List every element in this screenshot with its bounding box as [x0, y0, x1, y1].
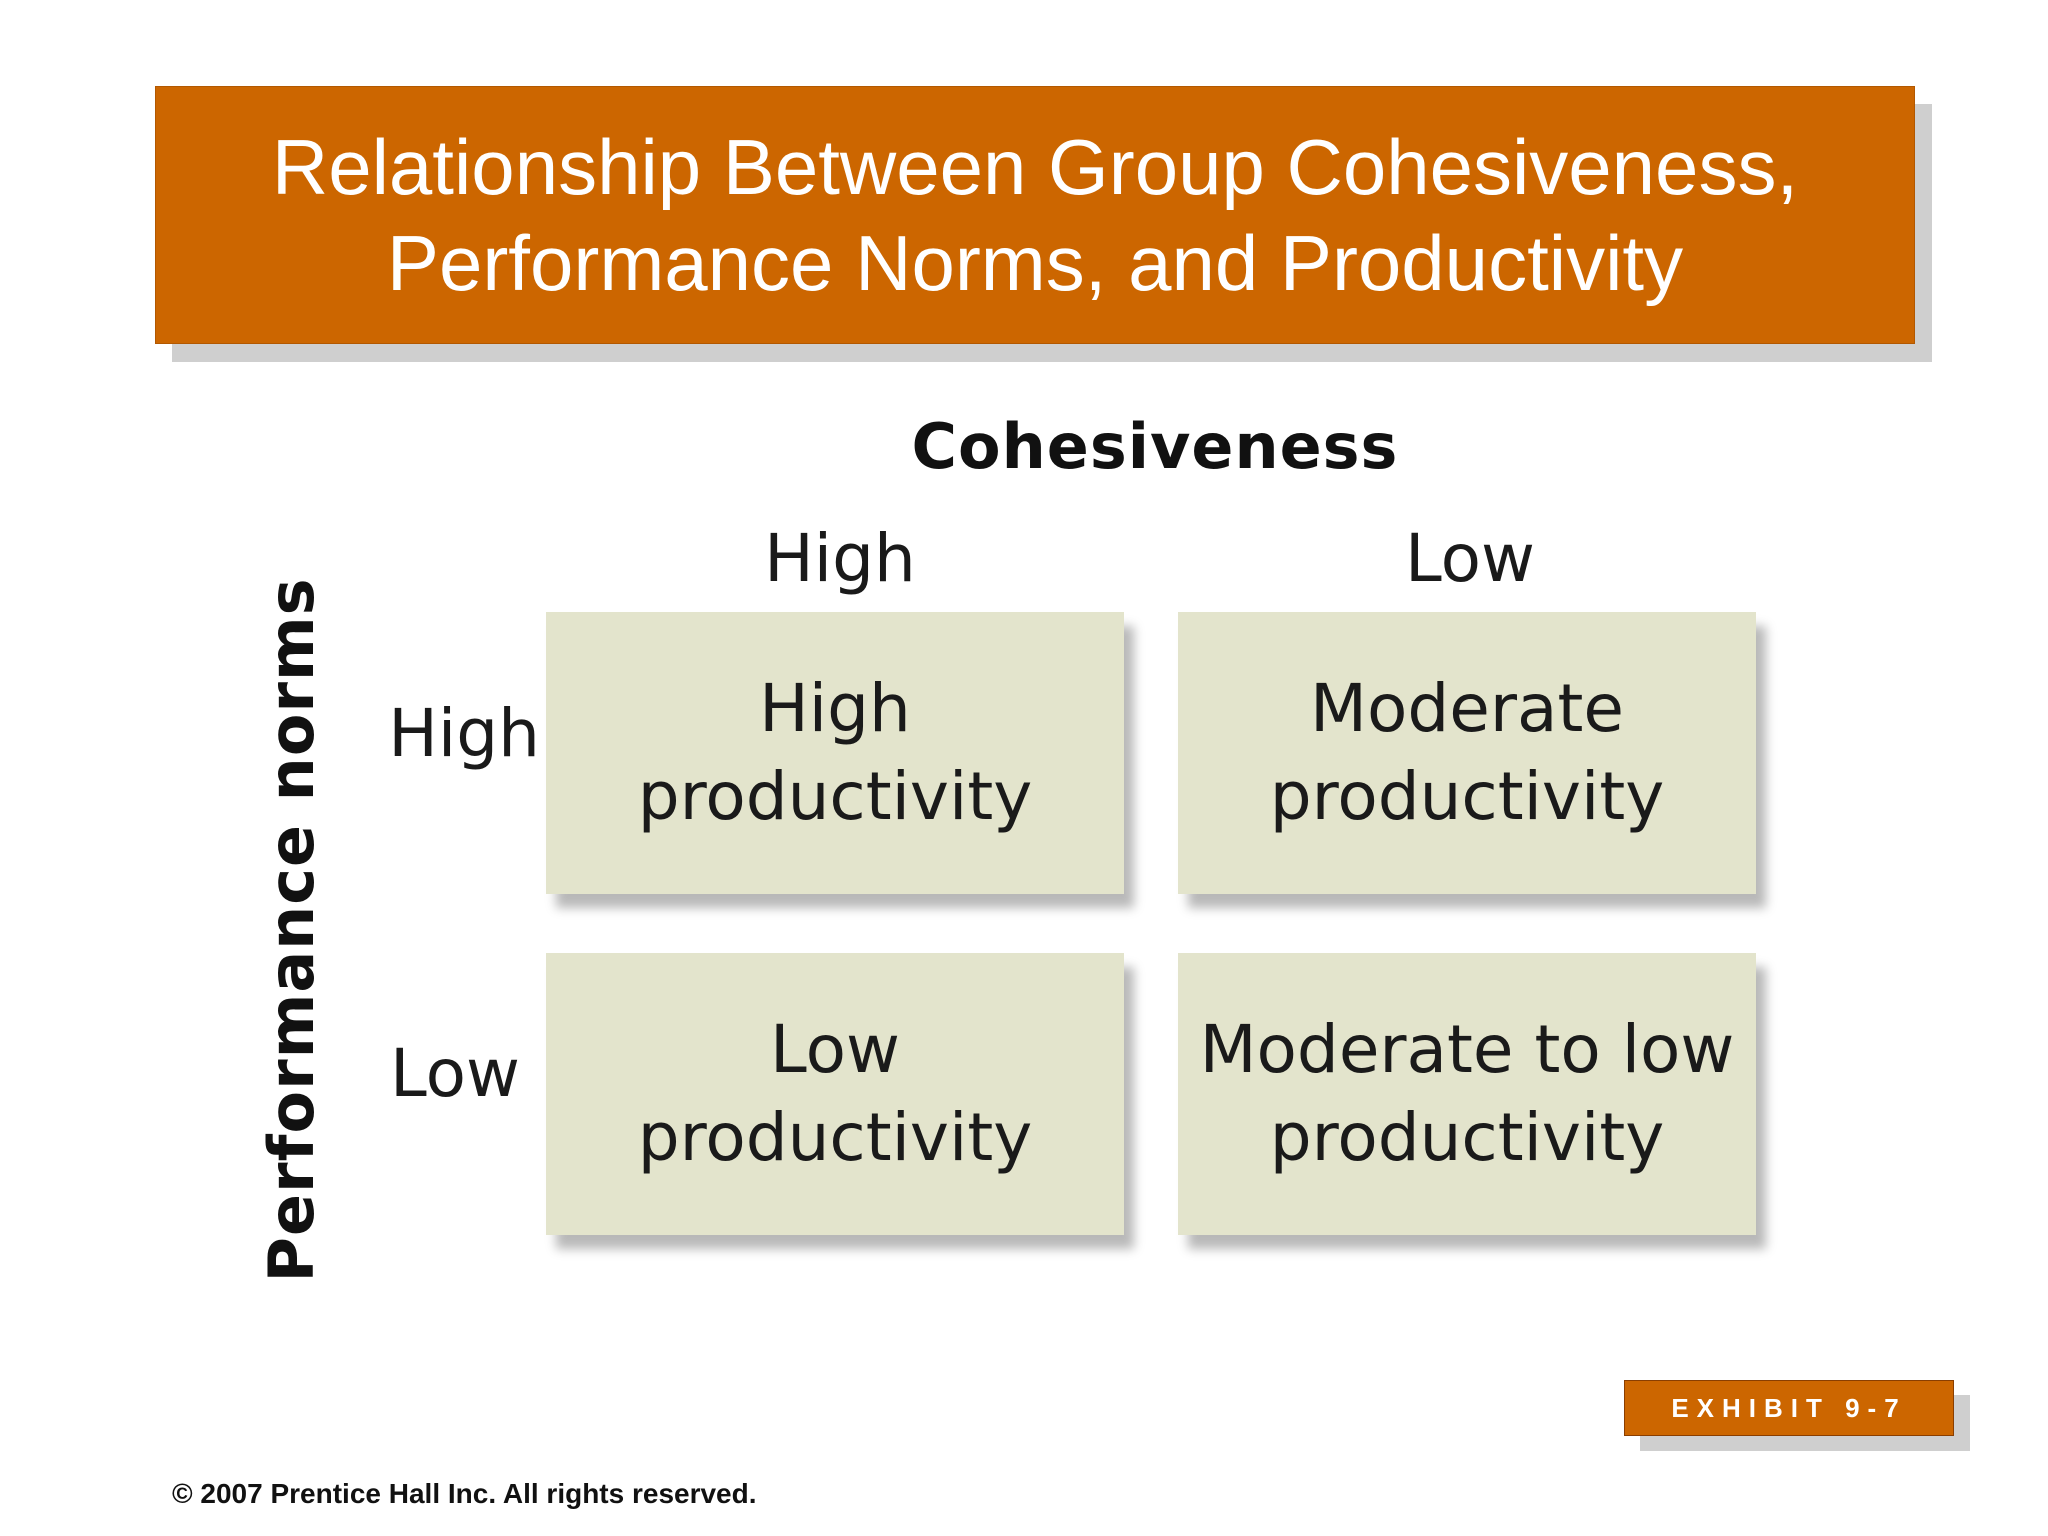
column-axis-label: Cohesiveness	[911, 410, 1399, 483]
matrix-cell-high-high: High productivity	[546, 612, 1124, 894]
copyright-notice: © 2007 Prentice Hall Inc. All rights res…	[172, 1478, 757, 1509]
cell-label: Moderate to low productivity	[1199, 1011, 1735, 1176]
row-level-low: Low	[390, 1035, 520, 1112]
cell-label: High productivity	[637, 670, 1033, 835]
cell-label: Moderate productivity	[1269, 670, 1665, 835]
matrix-cell-high-norms-low-cohesiveness: Moderate productivity	[1178, 612, 1756, 894]
row-axis-label: Performance norms	[255, 577, 328, 1283]
row-level-high: High	[388, 695, 540, 772]
column-level-high: High	[764, 520, 916, 597]
slide-title: Relationship Between Group Cohesiveness,…	[271, 123, 1799, 307]
matrix-cell-low-low: Moderate to low productivity	[1178, 953, 1756, 1235]
cell-label: Low productivity	[637, 1011, 1033, 1176]
column-level-low: Low	[1405, 520, 1535, 597]
title-banner: Relationship Between Group Cohesiveness,…	[155, 86, 1915, 344]
exhibit-tag: EXHIBIT 9-7	[1624, 1380, 1954, 1436]
matrix-cell-low-norms-high-cohesiveness: Low productivity	[546, 953, 1124, 1235]
